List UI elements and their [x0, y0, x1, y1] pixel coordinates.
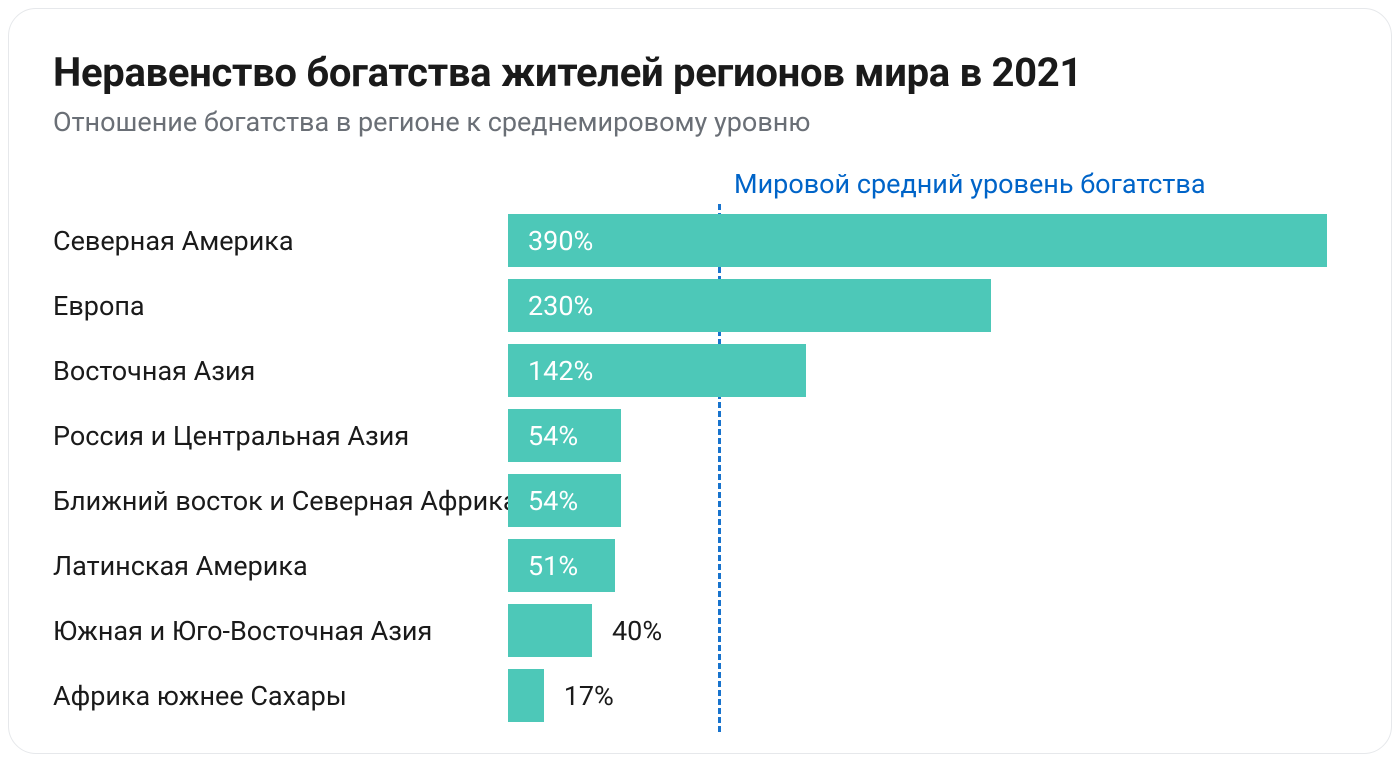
bar-zone: 51% — [508, 539, 1347, 592]
value-label: 17% — [564, 680, 614, 712]
bar-zone: 390% — [508, 214, 1347, 267]
category-label: Восточная Азия — [53, 355, 508, 387]
category-label: Африка южнее Сахары — [53, 680, 508, 712]
category-label: Северная Америка — [53, 225, 508, 257]
bar — [508, 214, 1327, 267]
chart-title: Неравенство богатства жителей регионов м… — [53, 49, 1347, 96]
value-label: 390% — [528, 225, 593, 257]
bar-row: Восточная Азия 142% — [53, 344, 1347, 397]
value-label: 54% — [528, 420, 578, 452]
bar-row: Европа 230% — [53, 279, 1347, 332]
category-label: Ближний восток и Северная Африка — [53, 485, 508, 517]
category-label: Европа — [53, 290, 508, 322]
category-label: Латинская Америка — [53, 550, 508, 582]
bar-zone: 54% — [508, 409, 1347, 462]
bar-zone: 17% — [508, 669, 1347, 722]
value-label: 230% — [528, 290, 593, 322]
bar-row: Северная Америка 390% — [53, 214, 1347, 267]
category-label: Россия и Центральная Азия — [53, 420, 508, 452]
bar-zone: 40% — [508, 604, 1347, 657]
bar-row: Африка южнее Сахары 17% — [53, 669, 1347, 722]
chart-subtitle: Отношение богатства в регионе к среднеми… — [53, 106, 1347, 138]
chart-area: Мировой средний уровень богатства Северн… — [53, 214, 1347, 722]
reference-label: Мировой средний уровень богатства — [734, 168, 1206, 200]
bar-zone: 230% — [508, 279, 1347, 332]
value-label: 54% — [528, 485, 578, 517]
bar-rows: Северная Америка 390% Европа 230% Восточная … — [53, 214, 1347, 722]
bar-row: Латинская Америка 51% — [53, 539, 1347, 592]
chart-card: Неравенство богатства жителей регионов м… — [8, 8, 1392, 754]
bar-zone: 54% — [508, 474, 1347, 527]
bar-zone: 142% — [508, 344, 1347, 397]
bar — [508, 604, 592, 657]
value-label: 142% — [528, 355, 593, 387]
bar-row: Ближний восток и Северная Африка 54% — [53, 474, 1347, 527]
bar-row: Россия и Центральная Азия 54% — [53, 409, 1347, 462]
value-label: 51% — [528, 550, 578, 582]
value-label: 40% — [612, 615, 662, 647]
bar — [508, 669, 544, 722]
bar-row: Южная и Юго-Восточная Азия 40% — [53, 604, 1347, 657]
category-label: Южная и Юго-Восточная Азия — [53, 615, 508, 647]
